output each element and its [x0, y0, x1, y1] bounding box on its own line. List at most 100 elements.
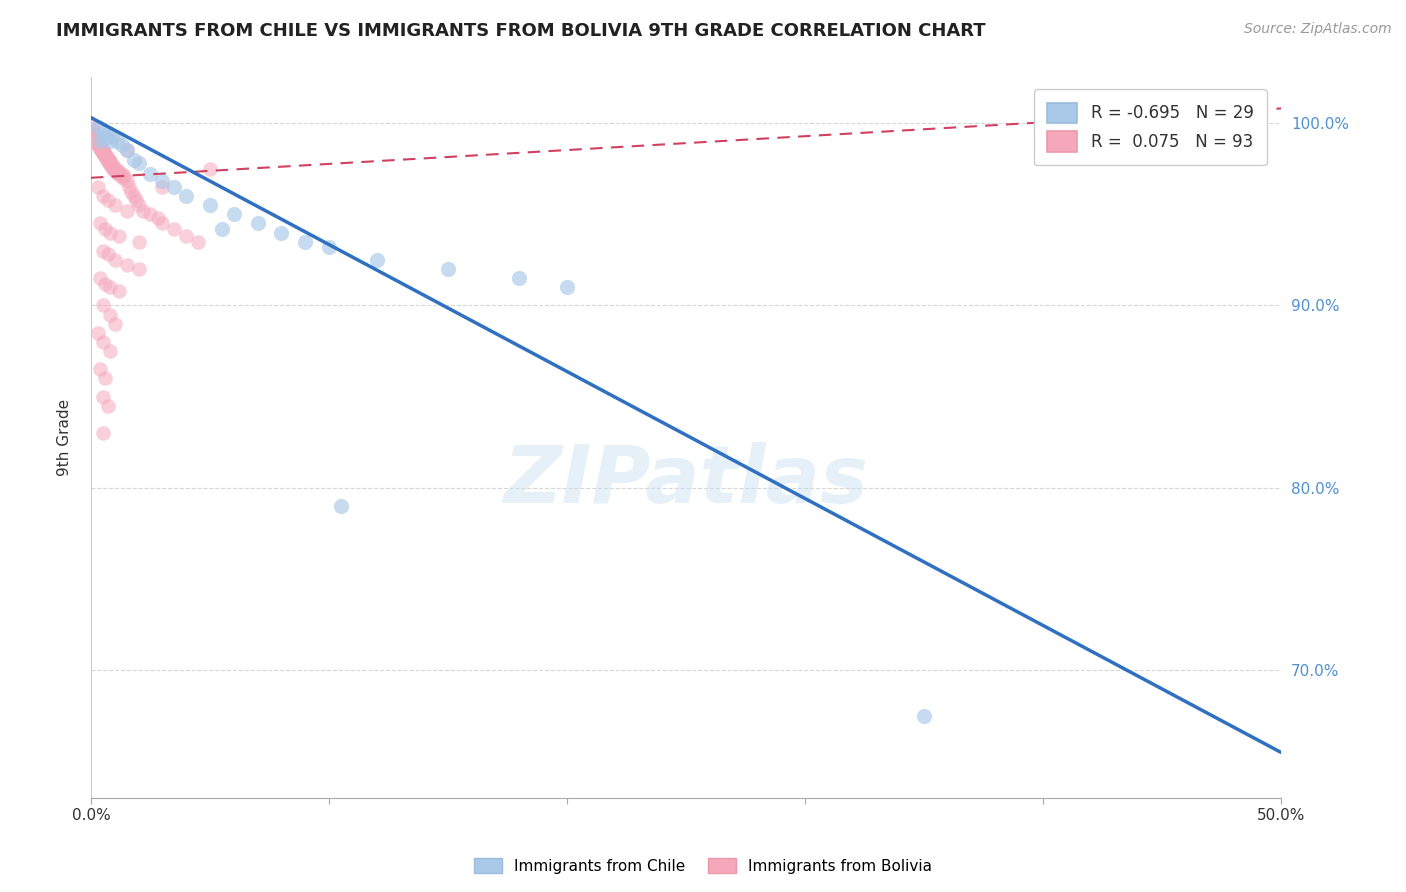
Point	[366, 252, 388, 267]
Point	[912, 709, 935, 723]
Point	[108, 284, 131, 298]
Point	[128, 198, 150, 212]
Point	[90, 144, 112, 158]
Point	[112, 169, 135, 183]
Point	[111, 137, 134, 152]
Point	[174, 189, 197, 203]
Point	[104, 198, 127, 212]
Point	[120, 186, 142, 200]
Point	[115, 174, 138, 188]
Point	[101, 160, 124, 174]
Point	[318, 240, 340, 254]
Point	[91, 244, 114, 258]
Point	[115, 258, 138, 272]
Point	[96, 149, 118, 163]
Point	[97, 193, 120, 207]
Point	[97, 127, 120, 141]
Point	[112, 170, 135, 185]
Point	[83, 130, 105, 145]
Point	[150, 216, 173, 230]
Point	[128, 235, 150, 249]
Point	[508, 271, 530, 285]
Text: IMMIGRANTS FROM CHILE VS IMMIGRANTS FROM BOLIVIA 9TH GRADE CORRELATION CHART: IMMIGRANTS FROM CHILE VS IMMIGRANTS FROM…	[56, 22, 986, 40]
Point	[94, 130, 117, 145]
Point	[198, 198, 221, 212]
Point	[90, 142, 112, 156]
Point	[82, 120, 104, 134]
Point	[94, 147, 117, 161]
Point	[115, 203, 138, 218]
Point	[118, 180, 141, 194]
Point	[94, 371, 117, 385]
Point	[97, 151, 120, 165]
Point	[84, 134, 107, 148]
Point	[97, 153, 120, 167]
Point	[91, 144, 114, 158]
Point	[105, 134, 128, 148]
Point	[108, 229, 131, 244]
Point	[174, 229, 197, 244]
Point	[163, 222, 186, 236]
Point	[82, 125, 104, 139]
Point	[91, 334, 114, 349]
Y-axis label: 9th Grade: 9th Grade	[58, 400, 72, 476]
Point	[98, 280, 121, 294]
Legend: R = -0.695   N = 29, R =  0.075   N = 93: R = -0.695 N = 29, R = 0.075 N = 93	[1033, 89, 1267, 165]
Text: Source: ZipAtlas.com: Source: ZipAtlas.com	[1244, 22, 1392, 37]
Point	[111, 167, 134, 181]
Point	[87, 140, 110, 154]
Point	[139, 207, 162, 221]
Point	[91, 147, 114, 161]
Point	[98, 308, 121, 322]
Point	[101, 128, 124, 143]
Point	[91, 390, 114, 404]
Point	[139, 167, 162, 181]
Point	[150, 174, 173, 188]
Point	[97, 399, 120, 413]
Point	[104, 165, 127, 179]
Point	[110, 169, 132, 183]
Point	[94, 277, 117, 291]
Point	[86, 137, 108, 152]
Point	[104, 252, 127, 267]
Point	[101, 161, 124, 176]
Point	[94, 151, 117, 165]
Point	[89, 271, 111, 285]
Point	[163, 180, 186, 194]
Point	[97, 154, 120, 169]
Point	[104, 317, 127, 331]
Point	[94, 222, 117, 236]
Legend: Immigrants from Chile, Immigrants from Bolivia: Immigrants from Chile, Immigrants from B…	[468, 852, 938, 880]
Point	[91, 145, 114, 160]
Point	[128, 262, 150, 277]
Point	[122, 189, 145, 203]
Point	[91, 189, 114, 203]
Point	[82, 123, 104, 137]
Point	[97, 247, 120, 261]
Point	[122, 153, 145, 167]
Point	[87, 120, 110, 134]
Point	[100, 158, 122, 172]
Point	[125, 193, 148, 207]
Text: ZIPatlas: ZIPatlas	[503, 442, 869, 520]
Point	[329, 499, 352, 513]
Point	[437, 262, 460, 277]
Point	[91, 125, 114, 139]
Point	[115, 144, 138, 158]
Point	[98, 154, 121, 169]
Point	[555, 280, 578, 294]
Point	[146, 211, 169, 225]
Point	[150, 180, 173, 194]
Point	[93, 149, 115, 163]
Point	[222, 207, 245, 221]
Point	[89, 362, 111, 376]
Point	[98, 344, 121, 359]
Point	[87, 180, 110, 194]
Point	[128, 156, 150, 170]
Point	[86, 134, 108, 148]
Point	[100, 156, 122, 170]
Point	[83, 128, 105, 143]
Point	[87, 326, 110, 340]
Point	[246, 216, 269, 230]
Point	[93, 145, 115, 160]
